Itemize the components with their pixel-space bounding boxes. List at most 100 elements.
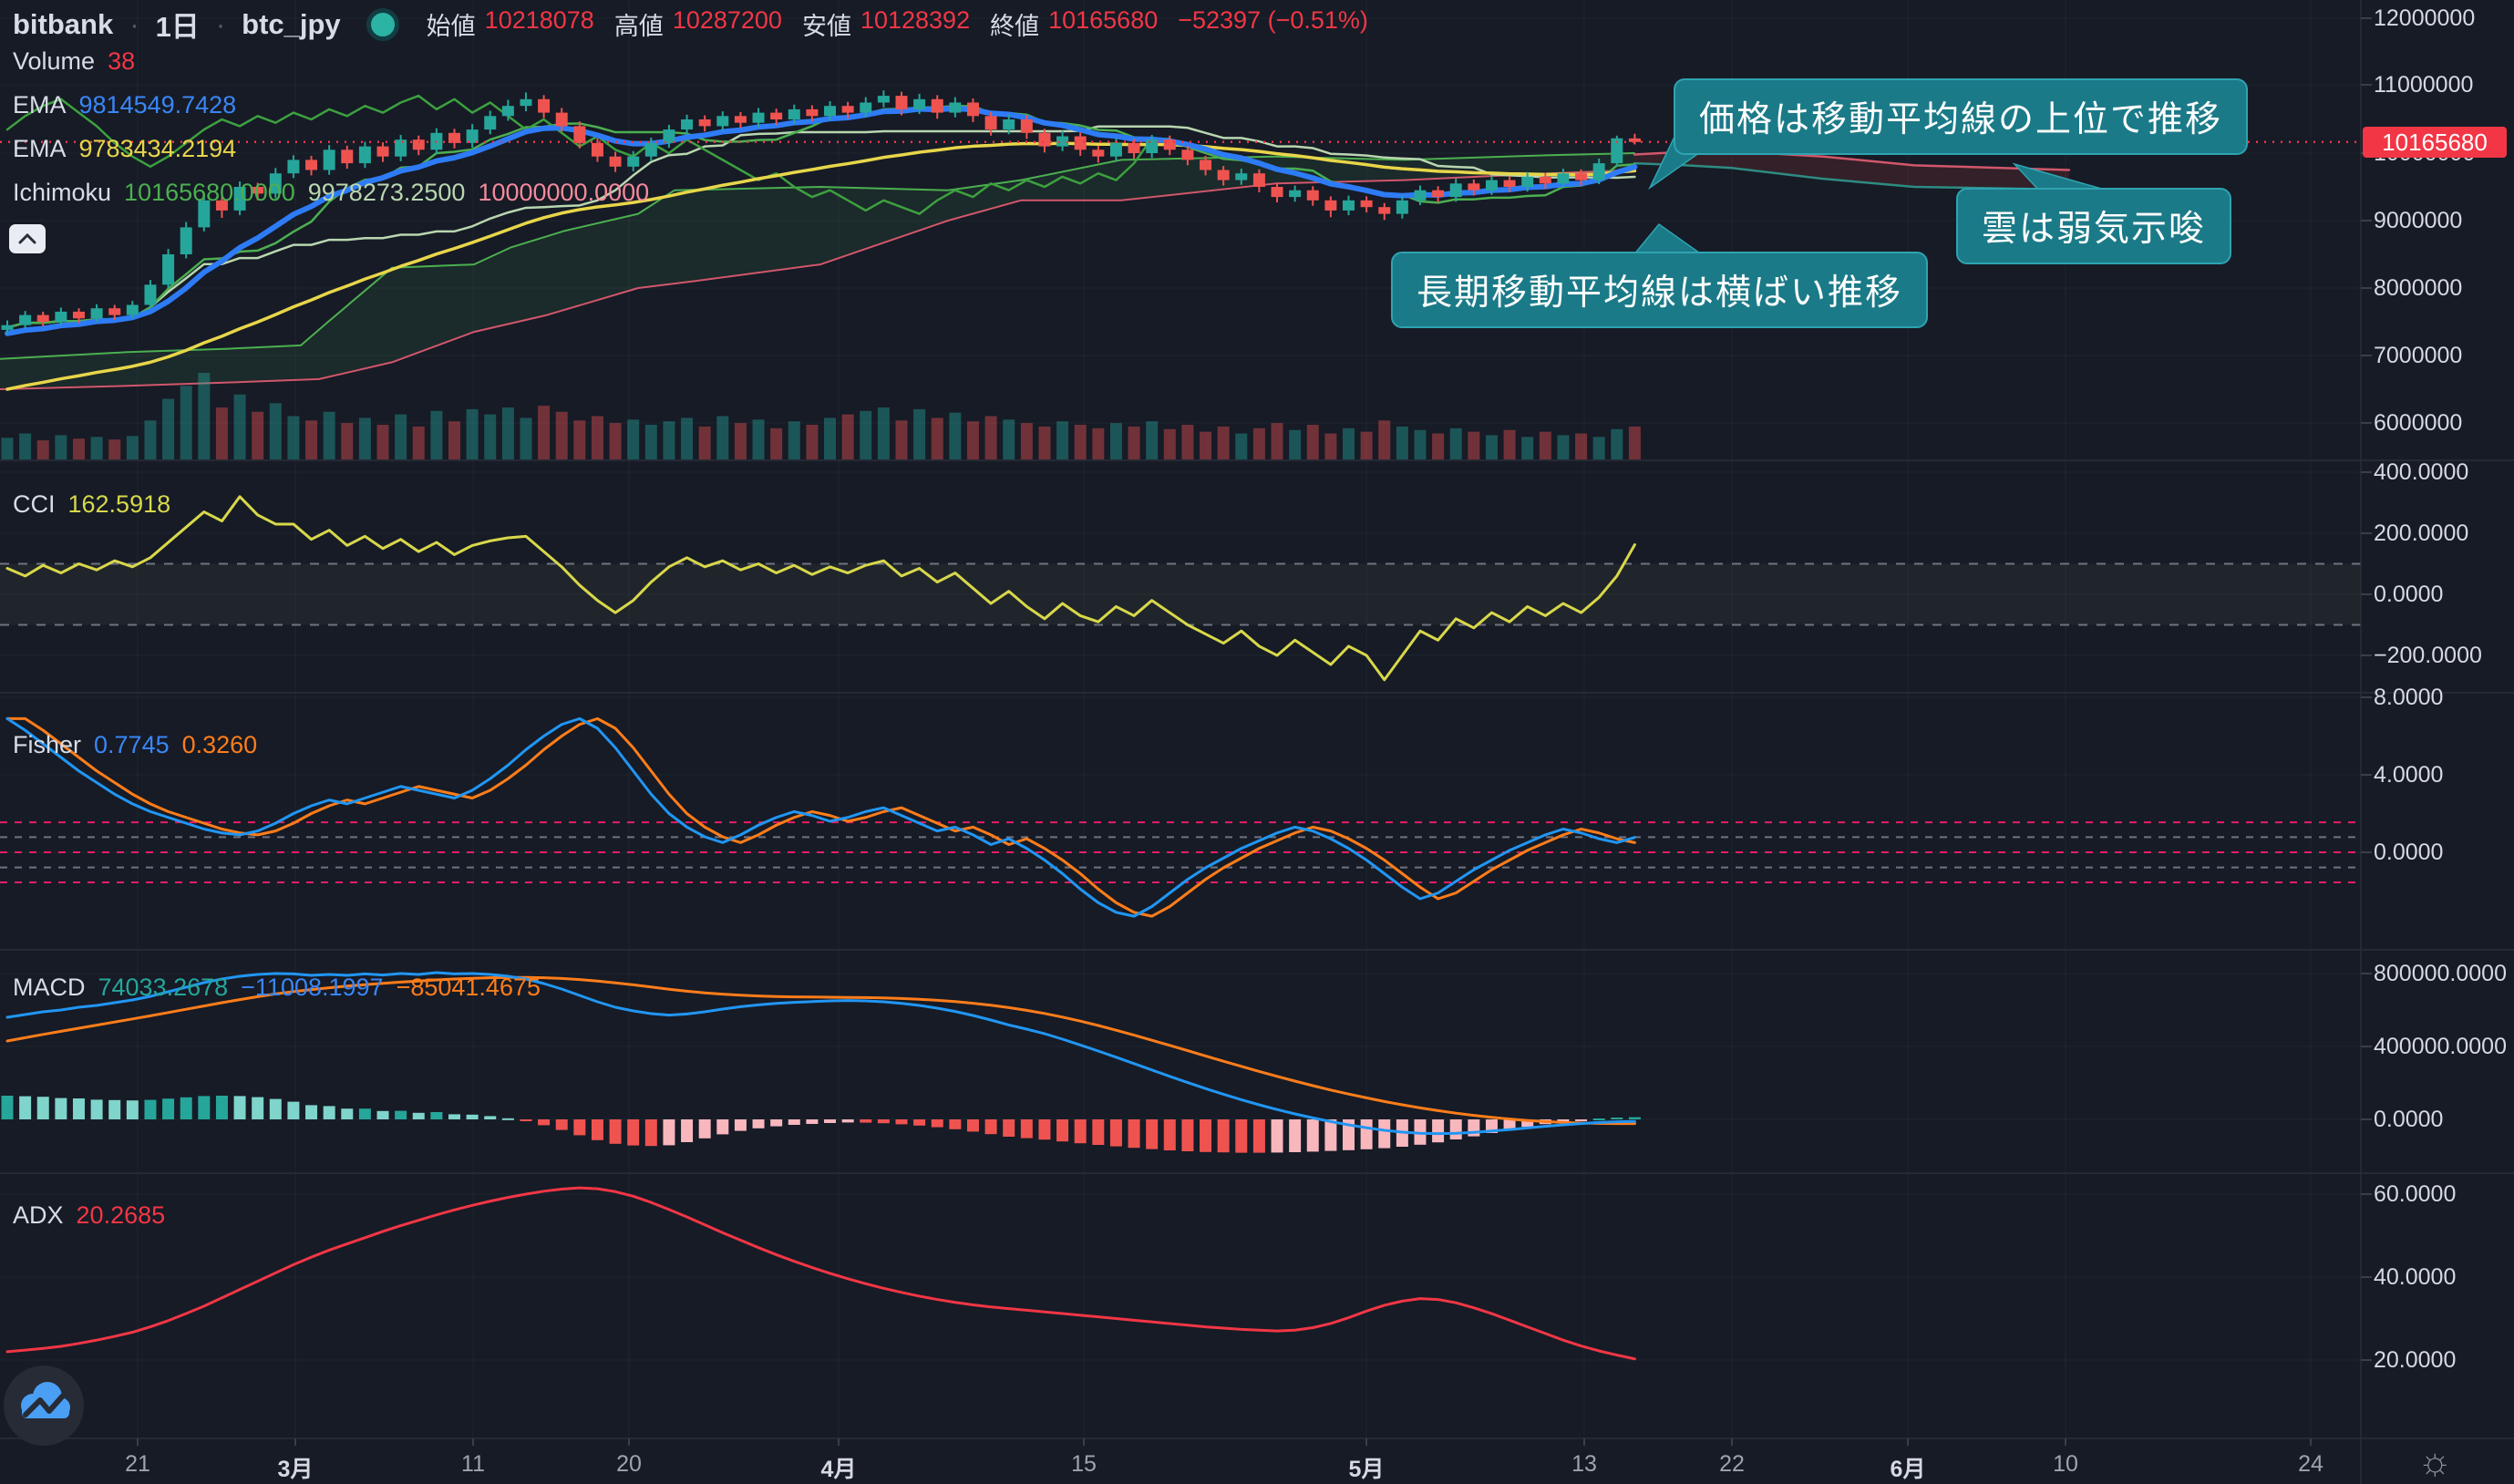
time-axis-label: 5月: [1348, 1457, 1385, 1482]
ema-fast-line: [5, 105, 1638, 336]
last-price-tag: 10165680: [2363, 127, 2507, 158]
price-axis-label: 20.0000: [2374, 1347, 2457, 1373]
macd-line: [5, 971, 1636, 1136]
ema-fast-label: EMA: [13, 91, 67, 119]
ema-fast-value: 9814549.7428: [78, 91, 237, 119]
close-label: 終値: [990, 13, 1040, 40]
low-value: 10128392: [860, 6, 971, 34]
price-axis-label: 60.0000: [2374, 1181, 2457, 1207]
time-axis-label: 15: [1071, 1451, 1097, 1477]
macd-label: MACD: [13, 974, 86, 1001]
ema-slow-line: [5, 141, 1637, 391]
market-status-icon[interactable]: [366, 7, 399, 41]
volume-series: [1, 373, 1641, 459]
cci-value: 162.5918: [67, 490, 171, 518]
time-axis-label: 4月: [820, 1457, 857, 1482]
price-axis-label: 40.0000: [2374, 1264, 2457, 1290]
adx-value: 20.2685: [76, 1201, 166, 1229]
ema-slow-label: EMA: [13, 135, 67, 162]
price-axis-label: 4.0000: [2374, 762, 2444, 788]
legend-ichimoku[interactable]: Ichimoku 10165680.0000 9978273.2500 1000…: [13, 179, 649, 207]
time-axis-label: 10: [2053, 1451, 2078, 1477]
chevron-up-icon: [18, 233, 36, 244]
macd-hist-value: 74033.2678: [98, 974, 229, 1001]
ema-slow-value: 9783434.2194: [78, 135, 237, 162]
time-axis-label: 20: [616, 1451, 642, 1477]
time-axis-label: 24: [2298, 1451, 2323, 1477]
volume-label: Volume: [13, 47, 96, 75]
macd-histogram: [1, 1096, 1641, 1153]
callout-cloud-bearish[interactable]: 雲は弱気示唆: [1956, 188, 2232, 264]
brightness-icon[interactable]: ☼: [2417, 1439, 2453, 1482]
macd-line-value: −11008.1997: [241, 974, 384, 1001]
symbol-title-row[interactable]: bitbank · 1日 · btc_jpy 始値 10218078 高値 1028…: [13, 4, 1379, 45]
price-axis-label: 200.0000: [2374, 520, 2469, 546]
price-axis-label: 6000000: [2374, 410, 2463, 436]
pair-name[interactable]: btc_jpy: [242, 7, 341, 40]
high-value: 10287200: [672, 6, 782, 34]
price-axis-label: 9000000: [2374, 208, 2463, 233]
legend-volume[interactable]: Volume 38: [13, 47, 135, 76]
title-separator: ·: [215, 7, 226, 40]
title-separator: ·: [129, 7, 139, 40]
ichimoku-value-1: 10165680.0000: [124, 179, 295, 206]
open-value: 10218078: [484, 6, 594, 34]
price-axis-label: 0.0000: [2374, 1107, 2444, 1132]
cci-label: CCI: [13, 490, 56, 518]
ohlc-readout: 始値 10218078 高値 10287200 安値 10128392 終値 10165…: [427, 6, 1379, 42]
time-axis-label: 13: [1571, 1451, 1597, 1477]
legend-cci[interactable]: CCI 162.5918: [13, 490, 170, 519]
price-axis-label: 400.0000: [2374, 459, 2469, 485]
price-axis-label: 400000.0000: [2374, 1034, 2507, 1059]
open-label: 始値: [426, 13, 476, 40]
macd-signal-value: −85041.4675: [396, 974, 541, 1001]
fisher-line: [5, 716, 1636, 918]
ichimoku-value-3: 10000000.0000: [478, 179, 650, 206]
price-axis-label: 8.0000: [2374, 685, 2444, 710]
price-axis-label: 0.0000: [2374, 840, 2444, 865]
adx-line: [5, 1186, 1636, 1361]
candlestick-series: [1, 90, 1641, 335]
collapse-pane-button[interactable]: [9, 224, 46, 253]
fisher-label: Fisher: [13, 731, 82, 758]
cci-band: [0, 562, 2361, 626]
volume-value: 38: [108, 47, 136, 75]
cci-line: [5, 495, 1636, 682]
price-axis-label: 11000000: [2374, 72, 2474, 98]
price-axis-label: 7000000: [2374, 343, 2463, 368]
ichimoku-value-2: 9978273.2500: [307, 179, 466, 206]
close-value: 10165680: [1048, 6, 1159, 34]
price-axis-label: 12000000: [2374, 5, 2476, 31]
ichimoku-label: Ichimoku: [13, 179, 112, 206]
adx-label: ADX: [13, 1201, 64, 1229]
time-axis-label: 6月: [1890, 1457, 1926, 1482]
legend-macd[interactable]: MACD 74033.2678 −11008.1997 −85041.4675: [13, 974, 541, 1002]
legend-fisher[interactable]: Fisher 0.7745 0.3260: [13, 731, 257, 759]
high-label: 高値: [613, 13, 664, 40]
time-axis-label: 21: [125, 1451, 150, 1477]
exchange-name: bitbank: [13, 7, 114, 40]
legend-ema-slow[interactable]: EMA 9783434.2194: [13, 135, 236, 163]
macd-signal-line: [5, 975, 1636, 1126]
legend-ema-fast[interactable]: EMA 9814549.7428: [13, 91, 236, 119]
time-axis-label: 22: [1719, 1451, 1745, 1477]
low-label: 安値: [801, 13, 851, 40]
fisher-value-1: 0.7745: [94, 731, 170, 758]
callout-longterm-ma-flat[interactable]: 長期移動平均線は横ばい推移: [1391, 252, 1929, 328]
price-axis-label: 8000000: [2374, 275, 2463, 301]
fisher-value-2: 0.3260: [181, 731, 258, 758]
time-axis-label: 3月: [277, 1457, 314, 1482]
price-axis-label: 0.0000: [2374, 582, 2444, 607]
legend-adx[interactable]: ADX 20.2685: [13, 1201, 165, 1230]
fisher-trigger-line: [5, 716, 1636, 918]
price-axis-label: −200.0000: [2374, 643, 2482, 668]
app-logo: [4, 1365, 84, 1446]
callout-price-above-ma[interactable]: 価格は移動平均線の上位で推移: [1674, 78, 2249, 155]
interval-label[interactable]: 1日: [155, 11, 200, 43]
price-axis-label: 800000.0000: [2374, 961, 2507, 986]
time-axis[interactable]: [0, 1438, 2361, 1484]
time-axis-label: 11: [461, 1451, 485, 1477]
